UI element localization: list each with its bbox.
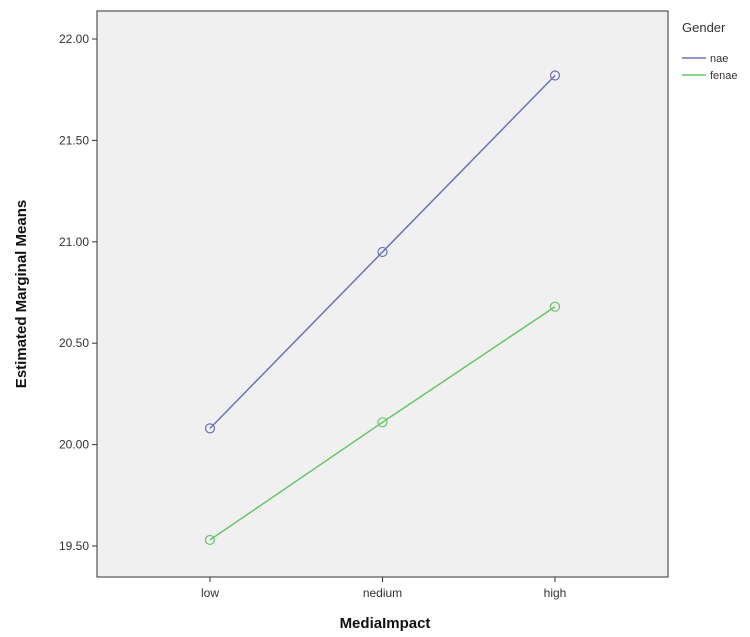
plot-area	[96, 10, 669, 578]
y-axis-title: Estimated Marginal Means	[13, 200, 30, 388]
data-point	[377, 417, 388, 428]
y-tick-label: 21.00	[59, 235, 89, 249]
y-tick-label: 22.00	[59, 32, 89, 46]
y-tick-label: 21.50	[59, 133, 89, 147]
y-tick-label: 20.50	[59, 336, 89, 350]
data-point	[204, 423, 216, 434]
x-axis: low nedium high	[201, 577, 566, 600]
data-point	[549, 301, 561, 312]
legend: Gender nae fenae	[682, 20, 738, 82]
legend-label: fenae	[710, 70, 738, 82]
data-point	[204, 534, 216, 546]
x-tick-label: high	[544, 586, 567, 600]
x-tick-label: nedium	[363, 586, 402, 600]
x-axis-title: MediaImpact	[340, 615, 431, 632]
y-tick-label: 19.50	[59, 539, 89, 553]
data-point	[377, 246, 388, 258]
legend-title: Gender	[682, 20, 726, 35]
legend-label: nae	[710, 53, 728, 65]
series-line	[209, 306, 556, 541]
y-axis: 19.50 20.00 20.50 21.00 21.50 22.00	[59, 32, 97, 553]
x-tick-label: low	[201, 586, 219, 600]
y-tick-label: 20.00	[59, 438, 89, 452]
data-point	[549, 70, 561, 81]
series-line	[209, 74, 556, 429]
series-layer	[204, 70, 561, 546]
